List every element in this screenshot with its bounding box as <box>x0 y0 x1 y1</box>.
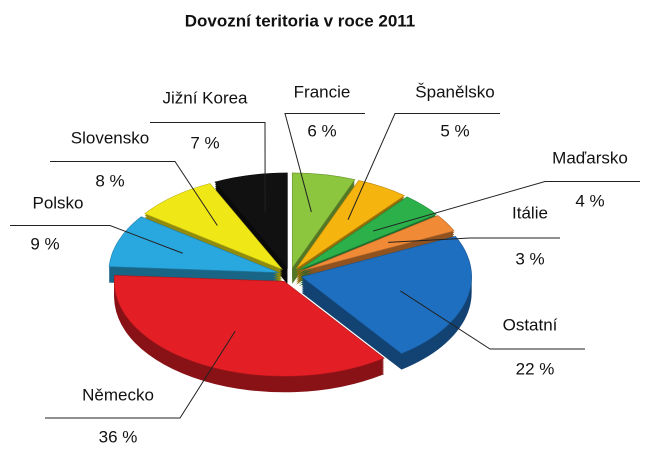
slice-label: Itálie <box>512 203 548 222</box>
value-label: 36 % <box>99 427 138 446</box>
slice-label: Francie <box>294 82 351 101</box>
leader-line <box>388 237 560 243</box>
slice-label: Jižní Korea <box>162 88 248 107</box>
leader-line <box>284 113 365 213</box>
value-label: 9 % <box>30 234 59 253</box>
chart-title: Dovozní teritoria v roce 2011 <box>185 11 416 30</box>
slice-label: Španělsko <box>415 82 494 101</box>
slice-label: Maďarsko <box>552 148 628 167</box>
slice-label: Ostatní <box>503 315 558 334</box>
slice-label: Polsko <box>32 193 83 212</box>
leader-line <box>10 225 183 254</box>
slice <box>300 215 455 272</box>
value-label: 4 % <box>575 191 604 210</box>
leader-line <box>400 290 585 350</box>
slice <box>113 275 385 377</box>
slice <box>108 216 279 273</box>
slice-label: Slovensko <box>71 128 149 147</box>
value-label: 5 % <box>440 121 469 140</box>
value-label: 22 % <box>516 359 555 378</box>
leader-line <box>50 161 218 226</box>
leader-line <box>372 181 640 232</box>
value-label: 7 % <box>190 133 219 152</box>
slice <box>295 180 406 270</box>
leader-line <box>347 113 500 220</box>
slice <box>298 196 437 271</box>
leader-line <box>150 122 266 213</box>
slice-label: Německo <box>82 385 154 404</box>
slice <box>291 172 356 269</box>
leader-line <box>45 330 236 419</box>
value-label: 6 % <box>307 121 336 140</box>
slice <box>144 183 283 270</box>
value-label: 3 % <box>515 249 544 268</box>
value-label: 8 % <box>95 171 124 190</box>
slice <box>300 236 472 354</box>
slice <box>214 172 288 269</box>
